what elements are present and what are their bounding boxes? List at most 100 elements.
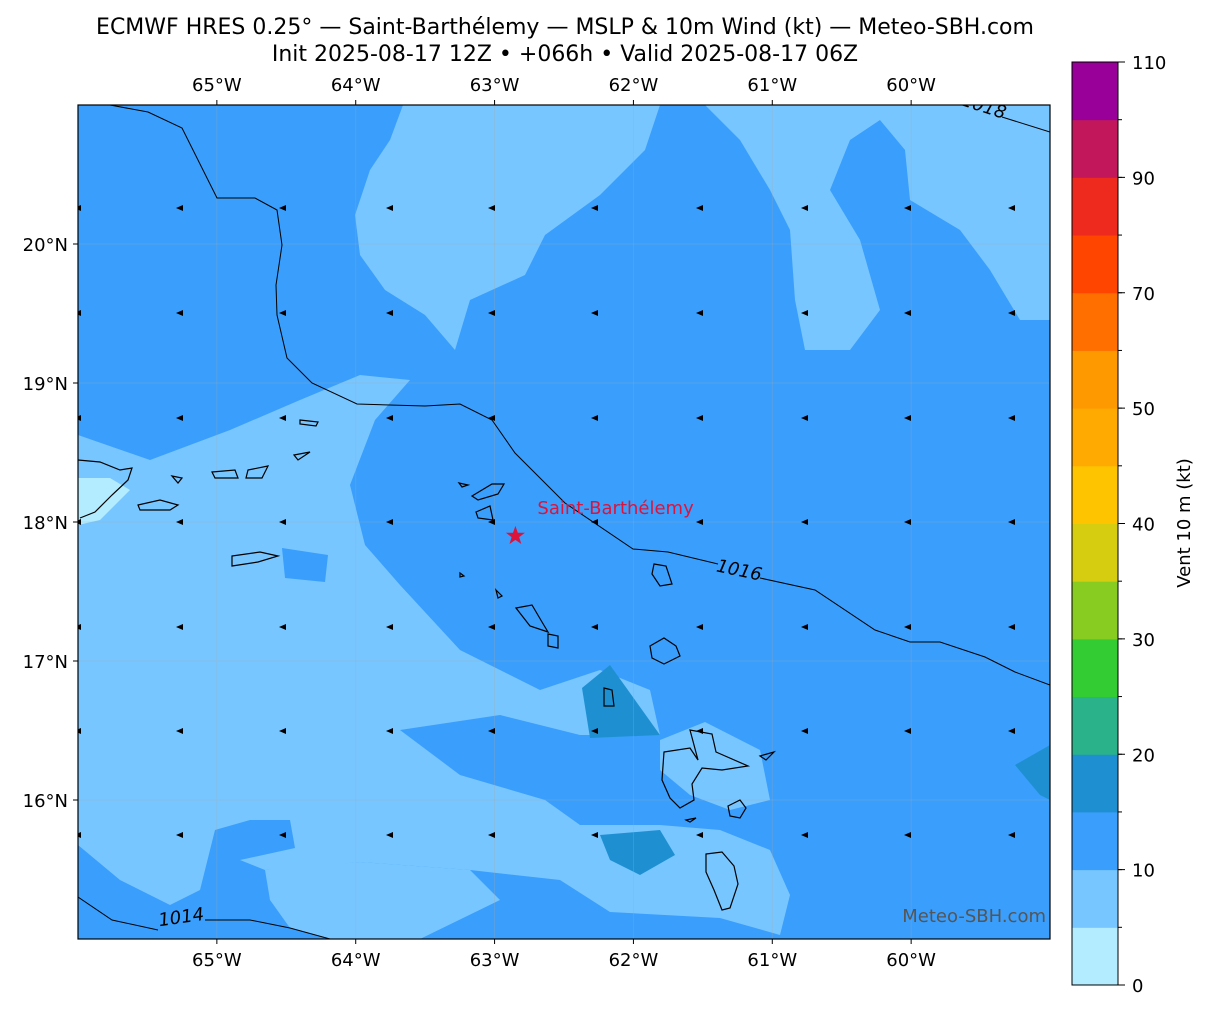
x-tick-label: 61°W bbox=[747, 950, 797, 971]
wind-arrow bbox=[904, 415, 911, 421]
colorbar-tick-label: 30 bbox=[1132, 630, 1155, 651]
isobar bbox=[759, 577, 1050, 686]
wind-arrow bbox=[1008, 728, 1015, 734]
wind-arrow bbox=[176, 519, 183, 525]
colorbar-band bbox=[1072, 119, 1118, 178]
location-marker bbox=[505, 525, 525, 544]
colorbar-tick-label: 50 bbox=[1132, 399, 1155, 420]
title: ECMWF HRES 0.25° — Saint-Barthélemy — MS… bbox=[96, 15, 1034, 40]
colorbar-tick-label: 20 bbox=[1132, 745, 1155, 766]
colorbar-tick-label: 0 bbox=[1132, 976, 1143, 997]
wind-arrow bbox=[696, 728, 703, 734]
wind-area bbox=[78, 375, 790, 935]
wind-arrow bbox=[904, 728, 911, 734]
wind-area bbox=[660, 722, 770, 810]
colorbar-tick-label: 40 bbox=[1132, 515, 1155, 536]
isobar bbox=[1001, 116, 1050, 133]
colorbar-band bbox=[1072, 638, 1118, 698]
wind-arrow bbox=[279, 310, 286, 316]
wind-arrow bbox=[386, 624, 393, 630]
wind-arrow bbox=[801, 205, 808, 211]
x-tick-label: 65°W bbox=[192, 950, 242, 971]
colorbar-band bbox=[1072, 350, 1118, 409]
wind-arrow bbox=[386, 415, 393, 421]
colorbar-band bbox=[1072, 869, 1118, 928]
colorbar-band bbox=[1072, 408, 1118, 467]
wind-area bbox=[1015, 745, 1050, 800]
colorbar-band bbox=[1072, 811, 1118, 871]
wind-arrow bbox=[1008, 832, 1015, 838]
y-tick-label: 16°N bbox=[23, 791, 68, 812]
wind-arrow bbox=[78, 832, 81, 838]
x-tick-label: 62°W bbox=[609, 75, 659, 96]
wind-arrow bbox=[176, 310, 183, 316]
wind-arrow bbox=[904, 310, 911, 316]
wind-arrow bbox=[801, 832, 808, 838]
wind-arrow bbox=[591, 728, 598, 734]
wind-arrow bbox=[176, 832, 183, 838]
subtitle: Init 2025-08-17 12Z • +066h • Valid 2025… bbox=[272, 42, 858, 67]
x-tick-label: 63°W bbox=[470, 75, 520, 96]
wind-arrow bbox=[78, 728, 81, 734]
wind-area bbox=[355, 105, 660, 350]
isobar bbox=[205, 919, 331, 939]
wind-arrow bbox=[488, 205, 495, 211]
wind-arrow bbox=[488, 310, 495, 316]
wind-arrow bbox=[279, 205, 286, 211]
colorbar-label: Vent 10 m (kt) bbox=[1174, 458, 1195, 588]
wind-arrow bbox=[591, 519, 598, 525]
wind-area bbox=[282, 548, 328, 582]
colorbar-band bbox=[1072, 235, 1118, 294]
wind-arrow bbox=[176, 624, 183, 630]
colorbar-band bbox=[1072, 927, 1118, 986]
y-tick-label: 18°N bbox=[23, 513, 68, 534]
wind-arrow bbox=[78, 310, 81, 316]
wind-arrow bbox=[1008, 519, 1015, 525]
wind-arrow bbox=[386, 310, 393, 316]
wind-arrow bbox=[279, 832, 286, 838]
wind-arrow bbox=[1008, 310, 1015, 316]
wind-arrow bbox=[386, 728, 393, 734]
wind-arrow bbox=[591, 205, 598, 211]
wind-area bbox=[582, 665, 660, 738]
wind-arrow bbox=[591, 832, 598, 838]
wind-arrow bbox=[488, 415, 495, 421]
wind-arrow bbox=[78, 519, 81, 525]
colorbar-band bbox=[1072, 177, 1118, 236]
y-tick-label: 20°N bbox=[23, 235, 68, 256]
wind-area bbox=[265, 862, 500, 939]
wind-arrow bbox=[78, 624, 81, 630]
x-tick-label: 60°W bbox=[886, 950, 936, 971]
map-field: 1016 1018 1014 Saint-Barthélemy bbox=[78, 105, 1050, 939]
wind-area bbox=[600, 830, 675, 875]
isobar bbox=[109, 105, 719, 565]
x-tick-label: 63°W bbox=[470, 950, 520, 971]
x-tick-label: 64°W bbox=[331, 75, 381, 96]
wind-arrow bbox=[176, 415, 183, 421]
wind-arrow bbox=[696, 624, 703, 630]
colorbar-band bbox=[1072, 523, 1118, 582]
wind-arrow bbox=[591, 310, 598, 316]
wind-arrow bbox=[801, 519, 808, 525]
wind-arrow bbox=[696, 832, 703, 838]
wind-arrow bbox=[1008, 624, 1015, 630]
wind-area bbox=[705, 105, 1050, 350]
colorbar-band bbox=[1072, 292, 1118, 351]
colorbar-tick-label: 70 bbox=[1132, 284, 1155, 305]
wind-arrow bbox=[904, 832, 911, 838]
wind-arrow bbox=[696, 415, 703, 421]
y-tick-label: 19°N bbox=[23, 374, 68, 395]
wind-arrow bbox=[591, 624, 598, 630]
wind-arrow bbox=[904, 205, 911, 211]
wind-arrow bbox=[904, 519, 911, 525]
x-tick-label: 62°W bbox=[609, 950, 659, 971]
y-tick-label: 17°N bbox=[23, 652, 68, 673]
x-tick-label: 60°W bbox=[886, 75, 936, 96]
wind-arrow bbox=[801, 728, 808, 734]
wind-arrow bbox=[904, 624, 911, 630]
wind-arrow bbox=[488, 832, 495, 838]
wind-arrow bbox=[801, 415, 808, 421]
wind-arrow bbox=[279, 624, 286, 630]
wind-arrow bbox=[78, 205, 81, 211]
x-tick-label: 64°W bbox=[331, 950, 381, 971]
